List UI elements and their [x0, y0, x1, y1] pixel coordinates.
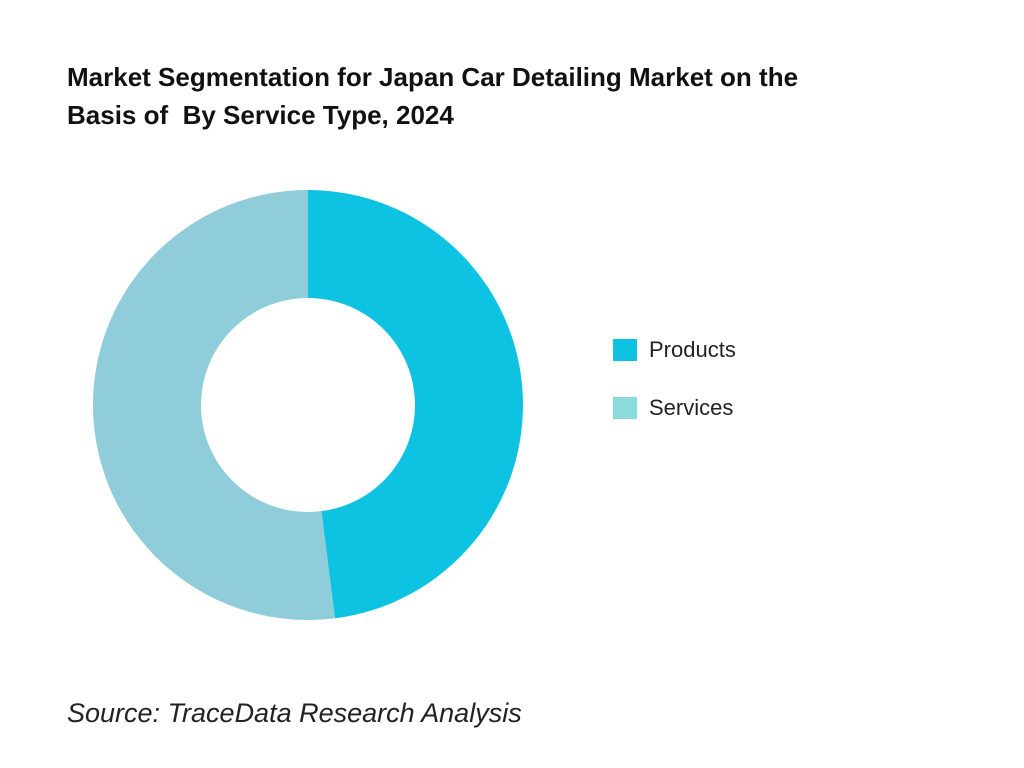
donut-slice-services	[93, 190, 335, 620]
chart-legend: Products Services	[613, 336, 736, 452]
chart-title-line-2: Basis of By Service Type, 2024	[67, 100, 454, 130]
legend-label-services: Services	[649, 395, 734, 420]
legend-label-products: Products	[649, 337, 736, 362]
legend-item-products: Products	[613, 336, 736, 364]
legend-swatch-products	[613, 339, 637, 361]
source-note: Source: TraceData Research Analysis	[67, 698, 522, 728]
legend-swatch-services	[613, 397, 637, 419]
chart-title: Market Segmentation for Japan Car Detail…	[67, 58, 967, 134]
legend-item-services: Services	[613, 394, 736, 422]
donut-slice-products	[308, 190, 524, 619]
chart-title-line-1: Market Segmentation for Japan Car Detail…	[67, 62, 799, 92]
